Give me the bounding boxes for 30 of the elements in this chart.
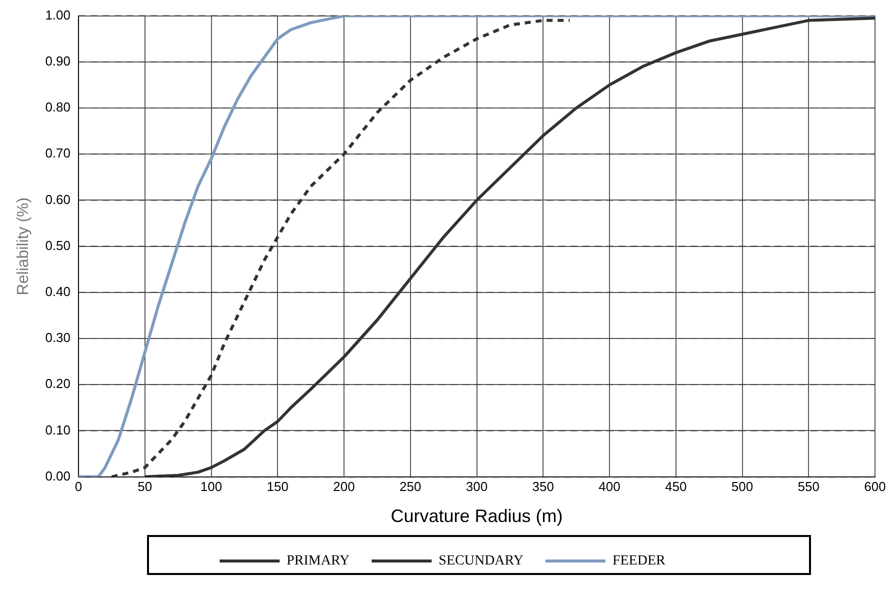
x-axis-title: Curvature Radius (m) bbox=[390, 506, 563, 526]
x-tick-label: 600 bbox=[864, 479, 886, 494]
x-tick-label: 450 bbox=[665, 479, 687, 494]
x-tick-label: 350 bbox=[532, 479, 554, 494]
x-tick-label: 150 bbox=[266, 479, 288, 494]
y-tick-label: 0.00 bbox=[45, 468, 70, 484]
legend-label: PRIMARY bbox=[286, 554, 350, 569]
y-tick-label: 0.80 bbox=[45, 100, 70, 115]
x-tick-label: 100 bbox=[200, 479, 222, 494]
x-tick-label: 400 bbox=[598, 479, 620, 494]
x-tick-label: 250 bbox=[400, 479, 422, 494]
y-tick-label: 0.40 bbox=[45, 284, 70, 299]
y-tick-label: 0.90 bbox=[45, 53, 70, 68]
y-tick-label: 0.50 bbox=[45, 238, 70, 253]
y-tick-label: 0.70 bbox=[45, 146, 70, 161]
y-tick-label: 0.10 bbox=[45, 422, 70, 438]
line-series bbox=[110, 18, 572, 477]
x-tick-label: 500 bbox=[731, 479, 754, 494]
x-tick-label: 50 bbox=[138, 479, 152, 494]
legend-label: SECUNDARY bbox=[438, 554, 524, 569]
y-tick-label: 1.00 bbox=[45, 7, 70, 22]
x-tick-label: 300 bbox=[466, 479, 488, 494]
x-tick-label: 0 bbox=[74, 479, 82, 494]
y-tick-label: 0.20 bbox=[45, 376, 70, 392]
y-axis-title: Reliability (%) bbox=[15, 197, 32, 296]
legend-label: FEEDER bbox=[612, 554, 666, 569]
y-tick-label: 0.30 bbox=[45, 330, 70, 346]
y-tick-label: 0.60 bbox=[45, 192, 70, 207]
x-tick-label: 550 bbox=[798, 479, 820, 494]
x-tick-label: 200 bbox=[333, 479, 355, 494]
